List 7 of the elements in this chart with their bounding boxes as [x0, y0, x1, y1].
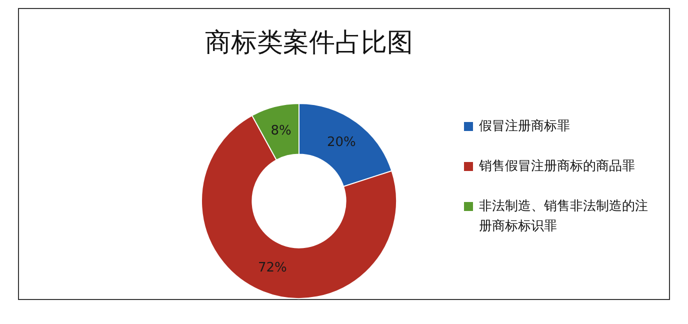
- legend-label: 假冒注册商标罪: [479, 118, 570, 136]
- legend-label: 销售假冒注册商标的商品罪: [479, 158, 635, 176]
- chart-title: 商标类案件占比图: [204, 27, 414, 60]
- data-label: 8%: [270, 123, 292, 138]
- data-label: 20%: [326, 135, 356, 150]
- legend-label: 非法制造、销售非法制造的注册商标标识罪: [479, 198, 649, 236]
- data-label: 72%: [258, 260, 287, 276]
